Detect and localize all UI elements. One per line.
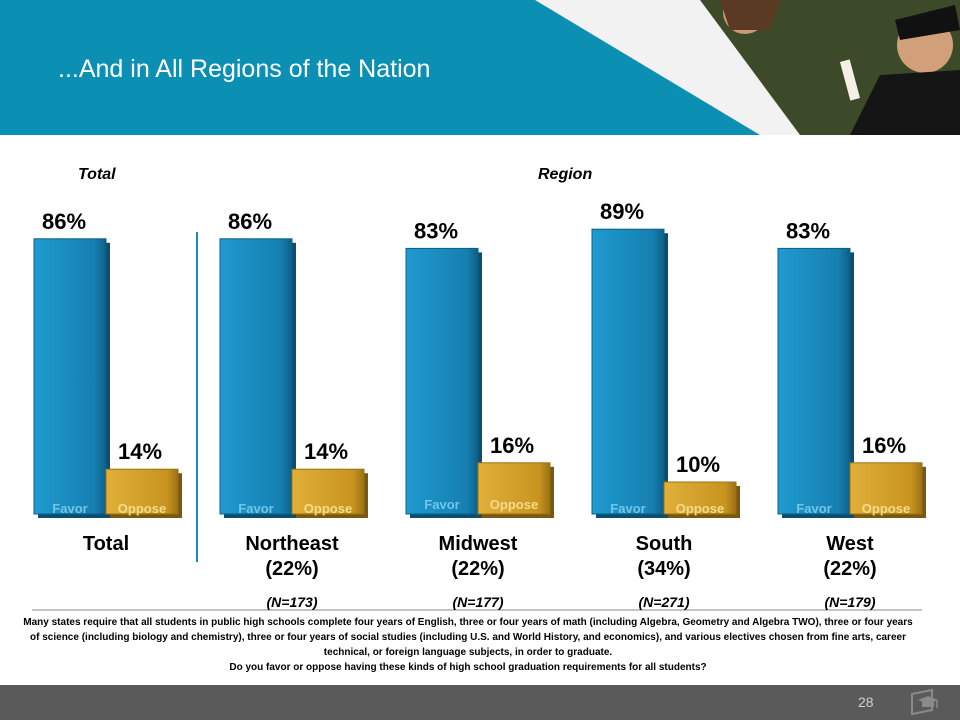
section-label-region: Region [538,166,593,183]
sample-size-label: (N=173) [267,594,318,610]
category-label: Midwest [439,533,518,555]
category-label: West [826,533,874,555]
footer-bar [0,685,960,720]
oppose-bar [849,462,923,515]
oppose-bar [477,462,551,515]
favor-bar [591,228,665,515]
favor-bar [219,238,293,515]
oppose-value-label: 16% [490,433,534,458]
category-share-label: (34%) [637,558,690,580]
favor-bar [405,247,479,515]
favor-series-label: Favor [52,501,87,516]
category-share-label: (22%) [265,558,318,580]
oppose-value-label: 16% [862,433,906,458]
favor-series-label: Favor [610,501,645,516]
favor-series-label: Favor [238,501,273,516]
favor-bar [33,238,107,515]
category-share-label: (22%) [451,558,504,580]
footnote-question: Do you favor or oppose having these kind… [229,662,707,673]
category-label: Total [83,533,129,555]
oppose-bar [291,468,365,515]
footnote: Many states require that all students in… [18,615,918,675]
section-label-total: Total [78,166,116,183]
oppose-bar [105,468,179,515]
oppose-series-label: Oppose [490,497,538,512]
favor-value-label: 89% [600,199,644,224]
graduates-photo [700,0,960,135]
oppose-series-label: Oppose [862,501,910,516]
oppose-series-label: Oppose [118,501,166,516]
page-number: 28 [858,694,874,710]
favor-value-label: 86% [42,209,86,234]
oppose-value-label: 14% [118,439,162,464]
sample-size-label: (N=177) [453,594,504,610]
oppose-series-label: Oppose [676,501,724,516]
oppose-series-label: Oppose [304,501,352,516]
page-title: ...And in All Regions of the Nation [58,55,431,83]
category-label: South [636,533,693,555]
oppose-value-label: 14% [304,439,348,464]
category-label: Northeast [245,533,339,555]
graduation-cap-icon [911,688,938,716]
oppose-bar [663,481,737,515]
favor-series-label: Favor [424,497,459,512]
sample-size-label: (N=179) [825,594,876,610]
favor-value-label: 83% [414,218,458,243]
favor-value-label: 83% [786,218,830,243]
sample-size-label: (N=271) [639,594,690,610]
favor-series-label: Favor [796,501,831,516]
footnote-text: Many states require that all students in… [23,617,913,658]
favor-value-label: 86% [228,209,272,234]
header-banner [0,0,960,135]
category-share-label: (22%) [823,558,876,580]
favor-bar [777,247,851,515]
oppose-value-label: 10% [676,452,720,477]
